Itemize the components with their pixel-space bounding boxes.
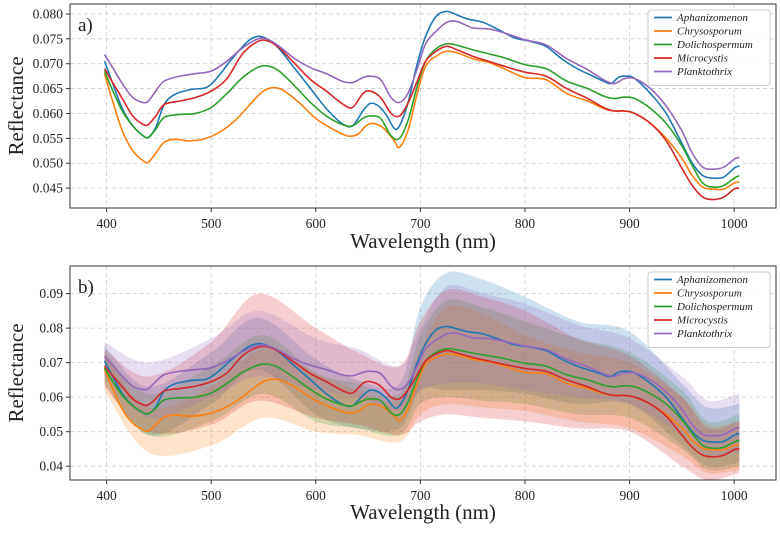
series-line-planktothrix [103, 20, 740, 171]
y-tick-label: 0.07 [39, 355, 63, 370]
y-tick-label: 0.080 [33, 6, 64, 21]
band-microcystis [104, 289, 740, 480]
x-tick-label: 1000 [721, 488, 748, 503]
x-tick-label: 400 [96, 488, 117, 503]
plot-frame [69, 3, 777, 209]
legend-label: Aphanizomenon [676, 274, 748, 286]
x-tick-label: 900 [619, 216, 640, 231]
x-tick-label: 800 [515, 216, 536, 231]
legend-label: Planktothrix [676, 66, 732, 78]
legend-label: Planktothrix [676, 328, 732, 340]
x-tick-label: 600 [306, 488, 327, 503]
series-line-aphanizomenon [103, 10, 740, 180]
band-dolichospermum [104, 299, 740, 471]
plot-area [103, 10, 740, 201]
x-tick-label: 900 [619, 488, 640, 503]
legend-label: Aphanizomenon [676, 12, 748, 24]
legend-label: Microcystis [676, 315, 728, 327]
x-tick-label: 800 [515, 488, 536, 503]
x-tick-label: 600 [306, 216, 327, 231]
x-tick-label: 500 [201, 488, 222, 503]
x-tick-label: 1000 [721, 216, 748, 231]
panel-label: a) [78, 15, 93, 36]
y-tick-label: 0.08 [39, 321, 63, 336]
y-tick-label: 0.055 [33, 131, 64, 146]
series-line-planktothrix [103, 332, 740, 437]
legend-label: Chrysosporum [677, 288, 742, 300]
legend-label: Dolichospermum [676, 39, 753, 51]
series-line-dolichospermum [103, 42, 740, 189]
y-axis-title: Reflectance [4, 323, 28, 422]
x-axis-title: Wavelength (nm) [350, 500, 496, 524]
legend-label: Dolichospermum [676, 301, 753, 313]
y-tick-label: 0.060 [33, 106, 64, 121]
panel-label: b) [78, 277, 94, 298]
series-line-microcystis [103, 345, 740, 458]
panel-a: 400 500 600 700 800 900 1000 0.045 0.050 0.055 0.0… [4, 3, 777, 253]
x-tick-label: 500 [201, 216, 222, 231]
y-tick-label: 0.05 [39, 424, 63, 439]
series-line-dolichospermum [103, 347, 740, 450]
x-tick-label: 700 [410, 488, 431, 503]
y-tick-label: 0.070 [33, 56, 64, 71]
y-tick-label: 0.075 [33, 31, 64, 46]
y-tick-label: 0.09 [39, 286, 63, 301]
legend-box [647, 9, 771, 86]
x-tick-label: 400 [96, 216, 117, 231]
legend-label: Chrysosporum [677, 26, 742, 38]
legend-box [647, 271, 771, 348]
legend-label: Microcystis [676, 53, 728, 65]
plot-area [103, 271, 740, 480]
y-tick-label: 0.04 [39, 459, 63, 474]
series-line-microcystis [103, 39, 740, 201]
panel-b: 400 500 600 700 800 900 1000 0.04 0.05 0.06 0.07 0.… [4, 265, 777, 524]
plot-frame [69, 265, 777, 481]
y-tick-label: 0.050 [33, 156, 64, 171]
x-axis-title: Wavelength (nm) [350, 229, 496, 253]
band-chrysosporum [104, 305, 740, 474]
y-tick-label: 0.06 [39, 390, 63, 405]
y-tick-label: 0.045 [33, 181, 64, 196]
y-axis-title: Reflectance [4, 56, 28, 155]
x-tick-label: 700 [410, 216, 431, 231]
y-tick-label: 0.065 [33, 81, 64, 96]
